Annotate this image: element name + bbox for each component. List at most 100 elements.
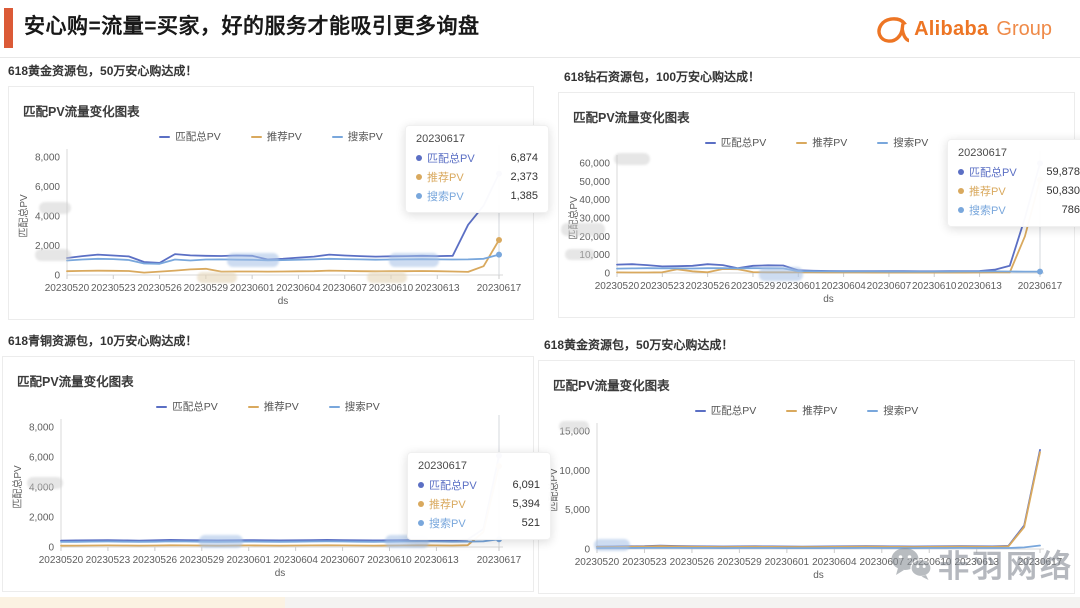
- svg-text:ds: ds: [278, 296, 289, 307]
- svg-text:20230613: 20230613: [414, 555, 459, 566]
- legend-item-0[interactable]: 匹配总PV: [704, 135, 766, 150]
- legend-item-2[interactable]: 搜索PV: [331, 129, 383, 144]
- header-divider: [0, 57, 1080, 58]
- svg-text:20230529: 20230529: [717, 557, 762, 568]
- redaction-blur: [35, 249, 71, 261]
- legend-item-1[interactable]: 推荐PV: [247, 399, 299, 414]
- bottom-strip: [0, 597, 1080, 608]
- tooltip-row: 搜索PV 521: [418, 515, 540, 531]
- tooltip-series-value: 6,874: [510, 152, 538, 164]
- legend-marker-icon: [877, 141, 889, 144]
- svg-text:20230613: 20230613: [415, 283, 460, 294]
- tooltip-row: 推荐PV 5,394: [418, 496, 540, 512]
- chart-legend: 匹配总PV 推荐PV 搜索PV: [559, 135, 1074, 150]
- svg-text:匹配总PV: 匹配总PV: [17, 194, 30, 238]
- title-accent-bar: [4, 8, 13, 48]
- legend-item-1[interactable]: 推荐PV: [796, 135, 847, 150]
- legend-item-1[interactable]: 推荐PV: [786, 403, 837, 418]
- legend-item-0[interactable]: 匹配总PV: [159, 129, 221, 144]
- svg-text:20230617: 20230617: [477, 555, 522, 566]
- svg-text:20230607: 20230607: [860, 557, 905, 568]
- watermark-text: 非羽网络: [938, 549, 1074, 584]
- line-chart[interactable]: 0 10,000 20,000 30,000 40,000 50,000 60,000 202…: [559, 93, 1074, 317]
- svg-text:20230520: 20230520: [595, 281, 640, 292]
- svg-text:20230607: 20230607: [867, 281, 912, 292]
- tooltip-series-label: 匹配总PV: [969, 167, 1017, 179]
- legend-item-2[interactable]: 搜索PV: [877, 135, 928, 150]
- chart-title: 匹配PV流量变化图表: [17, 375, 134, 389]
- chart-legend: 匹配总PV 推荐PV 搜索PV: [9, 129, 533, 144]
- series-dot-icon: [416, 174, 422, 180]
- svg-text:2,000: 2,000: [29, 513, 54, 524]
- tooltip-series-label: 推荐PV: [427, 172, 464, 184]
- legend-item-2[interactable]: 搜索PV: [328, 399, 380, 414]
- tooltip-series-label: 推荐PV: [969, 186, 1006, 198]
- tooltip-series-label: 推荐PV: [429, 499, 466, 511]
- legend-item-1[interactable]: 推荐PV: [250, 129, 302, 144]
- svg-text:20230523: 20230523: [86, 555, 131, 566]
- redaction-blur: [565, 249, 595, 260]
- svg-text:20230610: 20230610: [367, 555, 412, 566]
- legend-marker-icon: [867, 409, 879, 412]
- chart-title: 匹配PV流量变化图表: [573, 111, 690, 125]
- svg-text:10,000: 10,000: [559, 466, 590, 477]
- svg-text:20230523: 20230523: [640, 281, 685, 292]
- tooltip-row: 匹配总PV 6,874: [416, 150, 538, 166]
- svg-text:20230601: 20230601: [226, 555, 271, 566]
- svg-text:20230523: 20230523: [622, 557, 667, 568]
- legend-marker-icon: [796, 141, 808, 144]
- chart-tooltip: 20230617 匹配总PV 6,874 推荐PV 2,373 搜索PV 1,385: [405, 125, 549, 213]
- svg-text:ds: ds: [823, 294, 834, 305]
- svg-text:20230529: 20230529: [180, 555, 225, 566]
- svg-text:0: 0: [584, 545, 590, 556]
- legend-item-0[interactable]: 匹配总PV: [694, 403, 756, 418]
- chart-tooltip: 20230617 匹配总PV 6,091 推荐PV 5,394 搜索PV 521: [407, 452, 551, 540]
- tooltip-row: 匹配总PV 6,091: [418, 477, 540, 493]
- svg-text:20230520: 20230520: [575, 557, 620, 568]
- legend-label: 推荐PV: [263, 401, 299, 413]
- redaction-blur: [27, 477, 63, 489]
- svg-text:20230526: 20230526: [670, 557, 715, 568]
- svg-text:20230529: 20230529: [731, 281, 776, 292]
- chart-panel-gold-bottom: 匹配PV流量变化图表 匹配总PV 推荐PV 搜索PV 0 5,000 10,000 15,…: [538, 360, 1075, 594]
- wechat-icon: [891, 547, 932, 580]
- chart-legend: 匹配总PV 推荐PV 搜索PV: [539, 403, 1074, 418]
- chart-title: 匹配PV流量变化图表: [553, 379, 670, 393]
- svg-text:20230610: 20230610: [912, 281, 957, 292]
- legend-item-2[interactable]: 搜索PV: [867, 403, 918, 418]
- svg-text:20230520: 20230520: [45, 283, 90, 294]
- tooltip-series-value: 521: [521, 517, 540, 529]
- legend-item-0[interactable]: 匹配总PV: [156, 399, 218, 414]
- legend-label: 推荐PV: [812, 137, 848, 149]
- redaction-blur: [39, 202, 71, 214]
- tooltip-series-value: 786: [1061, 204, 1080, 216]
- chart-caption-diamond: 618钻石资源包，100万安心购达成！: [564, 70, 761, 84]
- svg-text:2,000: 2,000: [35, 241, 60, 252]
- svg-text:20230526: 20230526: [685, 281, 730, 292]
- svg-text:ds: ds: [275, 568, 286, 579]
- svg-text:20230617: 20230617: [1018, 281, 1063, 292]
- svg-text:20230607: 20230607: [320, 555, 365, 566]
- legend-marker-icon: [328, 405, 340, 408]
- chart-panel-gold-top: 匹配PV流量变化图表 匹配总PV 推荐PV 搜索PV 0 2,000 4,000 6,00…: [8, 86, 549, 320]
- alibaba-logo: Alibaba Group: [875, 16, 1052, 43]
- logo-brand-text: Alibaba: [914, 18, 989, 40]
- legend-label: 搜索PV: [883, 405, 919, 417]
- tooltip-row: 搜索PV 786: [958, 202, 1080, 218]
- tooltip-series-value: 5,394: [512, 498, 540, 510]
- tooltip-date: 20230617: [416, 133, 465, 145]
- svg-text:20230617: 20230617: [1018, 557, 1063, 568]
- svg-text:匹配总PV: 匹配总PV: [11, 465, 24, 509]
- series-dot-icon: [416, 193, 422, 199]
- legend-marker-icon: [156, 405, 168, 408]
- svg-text:6,000: 6,000: [29, 453, 54, 464]
- series-dot-icon: [958, 188, 964, 194]
- svg-text:20230610: 20230610: [369, 283, 414, 294]
- tooltip-series-label: 匹配总PV: [427, 153, 475, 165]
- tooltip-series-label: 搜索PV: [429, 518, 466, 530]
- svg-text:20230520: 20230520: [39, 555, 84, 566]
- legend-label: 推荐PV: [266, 131, 302, 143]
- redaction-blur: [759, 267, 803, 281]
- chart-caption-gold-bottom: 618黄金资源包，50万安心购达成！: [544, 338, 734, 352]
